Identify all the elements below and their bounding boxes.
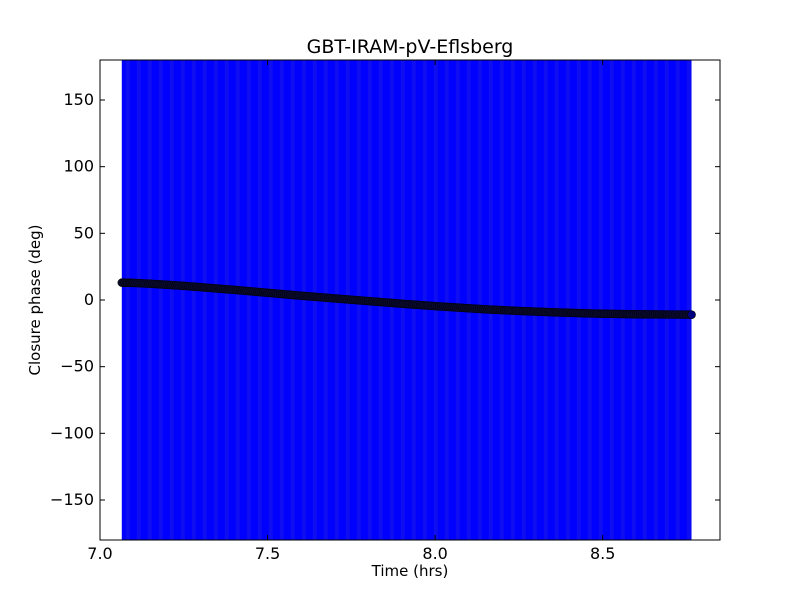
y-tick-label: 100 bbox=[63, 157, 94, 176]
y-tick-label: −50 bbox=[60, 357, 94, 376]
x-axis-label: Time (hrs) bbox=[371, 562, 449, 580]
error-band-stripe bbox=[664, 60, 669, 540]
error-band-stripe bbox=[169, 60, 174, 540]
y-tick-label: −100 bbox=[50, 423, 94, 442]
error-band-stripe bbox=[609, 60, 614, 540]
error-band-stripe bbox=[587, 60, 592, 540]
x-tick-label: 8.5 bbox=[590, 544, 615, 563]
error-band-stripe bbox=[180, 60, 185, 540]
y-tick-label: 0 bbox=[84, 290, 94, 309]
error-band-stripe bbox=[488, 60, 493, 540]
x-tick-label: 7.0 bbox=[87, 544, 112, 563]
error-band-stripe bbox=[510, 60, 515, 540]
error-band-stripe bbox=[147, 60, 152, 540]
error-band-stripe bbox=[576, 60, 581, 540]
error-band-stripe bbox=[235, 60, 240, 540]
error-band-stripe bbox=[554, 60, 559, 540]
error-band-stripe bbox=[191, 60, 196, 540]
error-band-stripe bbox=[246, 60, 251, 540]
error-band-stripe bbox=[620, 60, 625, 540]
chart-title: GBT-IRAM-pV-Eflsberg bbox=[307, 36, 514, 58]
error-band-stripe bbox=[543, 60, 548, 540]
error-band-stripe bbox=[433, 60, 438, 540]
error-band-stripe bbox=[224, 60, 229, 540]
error-band-stripe bbox=[125, 60, 130, 540]
error-band-stripe bbox=[653, 60, 658, 540]
error-band-stripe bbox=[455, 60, 460, 540]
error-band-stripe bbox=[598, 60, 603, 540]
error-band-stripe bbox=[158, 60, 163, 540]
error-band-stripe bbox=[257, 60, 262, 540]
x-tick-label: 7.5 bbox=[255, 544, 280, 563]
error-band-stripe bbox=[213, 60, 218, 540]
error-band-stripe bbox=[686, 60, 691, 540]
error-band-stripe bbox=[477, 60, 482, 540]
error-band-stripe bbox=[290, 60, 295, 540]
error-band-stripe bbox=[136, 60, 141, 540]
error-band-stripe bbox=[631, 60, 636, 540]
error-band-stripe bbox=[411, 60, 416, 540]
data-points bbox=[117, 278, 696, 319]
error-band-stripe bbox=[422, 60, 427, 540]
y-tick-label: 150 bbox=[63, 90, 94, 109]
error-band-stripe bbox=[444, 60, 449, 540]
error-band-stripe bbox=[202, 60, 207, 540]
error-band-stripe bbox=[466, 60, 471, 540]
data-point-last bbox=[687, 310, 696, 319]
y-tick-label: 50 bbox=[74, 223, 94, 242]
error-band-stripe bbox=[521, 60, 526, 540]
error-band-stripe bbox=[499, 60, 504, 540]
x-tick-label: 8.0 bbox=[422, 544, 447, 563]
error-band-stripe bbox=[268, 60, 273, 540]
error-band-stripe bbox=[642, 60, 647, 540]
error-band-stripe bbox=[675, 60, 680, 540]
error-band-stripe bbox=[532, 60, 537, 540]
error-band-stripe bbox=[279, 60, 284, 540]
y-axis-ticks: 150 100 50 0 −50 −100 −150 bbox=[50, 90, 720, 509]
error-band-stripe bbox=[565, 60, 570, 540]
y-axis-label: Closure phase (deg) bbox=[26, 225, 44, 376]
y-tick-label: −150 bbox=[50, 490, 94, 509]
x-axis-ticks: 7.0 7.5 8.0 8.5 bbox=[87, 60, 615, 563]
